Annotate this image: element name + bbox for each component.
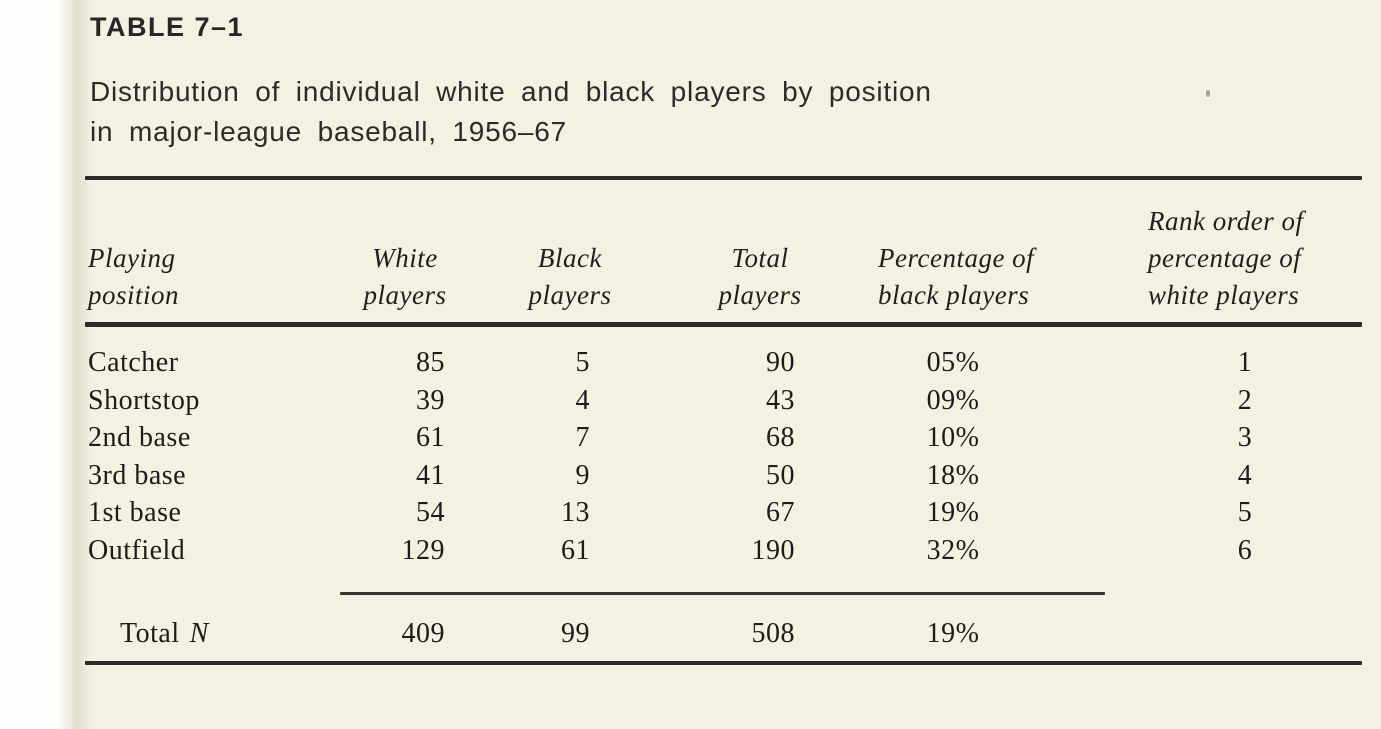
total-label-n: N: [189, 618, 209, 649]
header-black-players: Black players: [528, 243, 612, 310]
cell-percentage-black: 10%: [926, 422, 980, 453]
table-row: 3rd base 41 9 50 18% 4: [0, 457, 1381, 495]
cell-white-players: 39: [416, 384, 445, 416]
cell-rank-order: 4: [1237, 459, 1253, 491]
table-body: Catcher 85 5 90 05% 1 Shortstop 39 4 43 …: [0, 344, 1381, 569]
header-total-players: Total players: [718, 243, 802, 310]
cell-playing-position: 2nd base: [88, 422, 191, 453]
cell-playing-position: 3rd base: [88, 459, 187, 491]
cell-total-players: 68: [766, 422, 795, 453]
table-row: Catcher 85 5 90 05% 1: [0, 344, 1381, 382]
cell-black-players: 13: [561, 497, 590, 528]
total-label: Total N: [88, 612, 380, 656]
cell-black-players: 9: [575, 459, 590, 491]
cell-playing-position: Shortstop: [88, 384, 200, 416]
cell-total-players: 43: [766, 384, 795, 416]
cell-percentage-black: 09%: [926, 384, 980, 416]
cell-percentage-black: 19%: [926, 497, 980, 528]
top-rule: [85, 176, 1362, 180]
cell-black-players: 5: [575, 347, 590, 378]
cell-playing-position: Outfield: [88, 534, 186, 566]
cell-total-players: 90: [766, 347, 795, 378]
cell-rank-order: 3: [1237, 422, 1253, 453]
header-white-players: White players: [363, 243, 447, 310]
table-number: TABLE 7–1: [90, 12, 245, 42]
cell-rank-order: 2: [1237, 384, 1253, 416]
header-percentage-black: Percentage of black players: [878, 243, 1035, 310]
total-separator-rule: [340, 592, 1105, 595]
cell-rank-order: 1: [1237, 347, 1253, 378]
cell-playing-position: 1st base: [88, 497, 182, 528]
total-white-players: 409: [401, 618, 445, 649]
cell-percentage-black: 05%: [926, 347, 980, 378]
cell-black-players: 7: [575, 422, 590, 453]
cell-percentage-black: 32%: [926, 534, 980, 566]
cell-white-players: 41: [416, 459, 445, 491]
total-black-players: 99: [561, 618, 590, 649]
header-playing-position: Playing position: [88, 243, 180, 310]
table-row: 2nd base 61 7 68 10% 3: [0, 419, 1381, 457]
total-row: Total N 409 99 508 19%: [0, 612, 1381, 656]
total-label-text: Total: [120, 618, 180, 649]
cell-white-players: 129: [401, 534, 445, 566]
table-row: Shortstop 39 4 43 09% 2: [0, 382, 1381, 420]
cell-total-players: 67: [766, 497, 795, 528]
cell-white-players: 85: [416, 347, 445, 378]
total-percentage-black: 19%: [926, 618, 980, 649]
bottom-rule: [85, 661, 1362, 665]
cell-percentage-black: 18%: [926, 459, 980, 491]
cell-total-players: 190: [751, 534, 795, 566]
scan-speck: [1206, 90, 1210, 97]
table-caption: Distribution of individual white and bla…: [90, 76, 932, 147]
cell-total-players: 50: [766, 459, 795, 491]
cell-white-players: 54: [416, 497, 445, 528]
cell-black-players: 4: [575, 384, 590, 416]
table-row: Outfield 129 61 190 32% 6: [0, 532, 1381, 570]
cell-rank-order: 5: [1237, 497, 1253, 528]
cell-black-players: 61: [561, 534, 590, 566]
header-rule: [85, 322, 1362, 327]
table-header-row: Playing position White players Black pla…: [0, 192, 1381, 318]
cell-playing-position: Catcher: [88, 347, 179, 378]
total-total-players: 508: [751, 618, 795, 649]
header-rank-order: Rank order of percentage of white player…: [1148, 206, 1304, 310]
cell-rank-order: 6: [1237, 534, 1253, 566]
cell-white-players: 61: [416, 422, 445, 453]
table-row: 1st base 54 13 67 19% 5: [0, 494, 1381, 532]
scan-gutter: [0, 0, 92, 729]
